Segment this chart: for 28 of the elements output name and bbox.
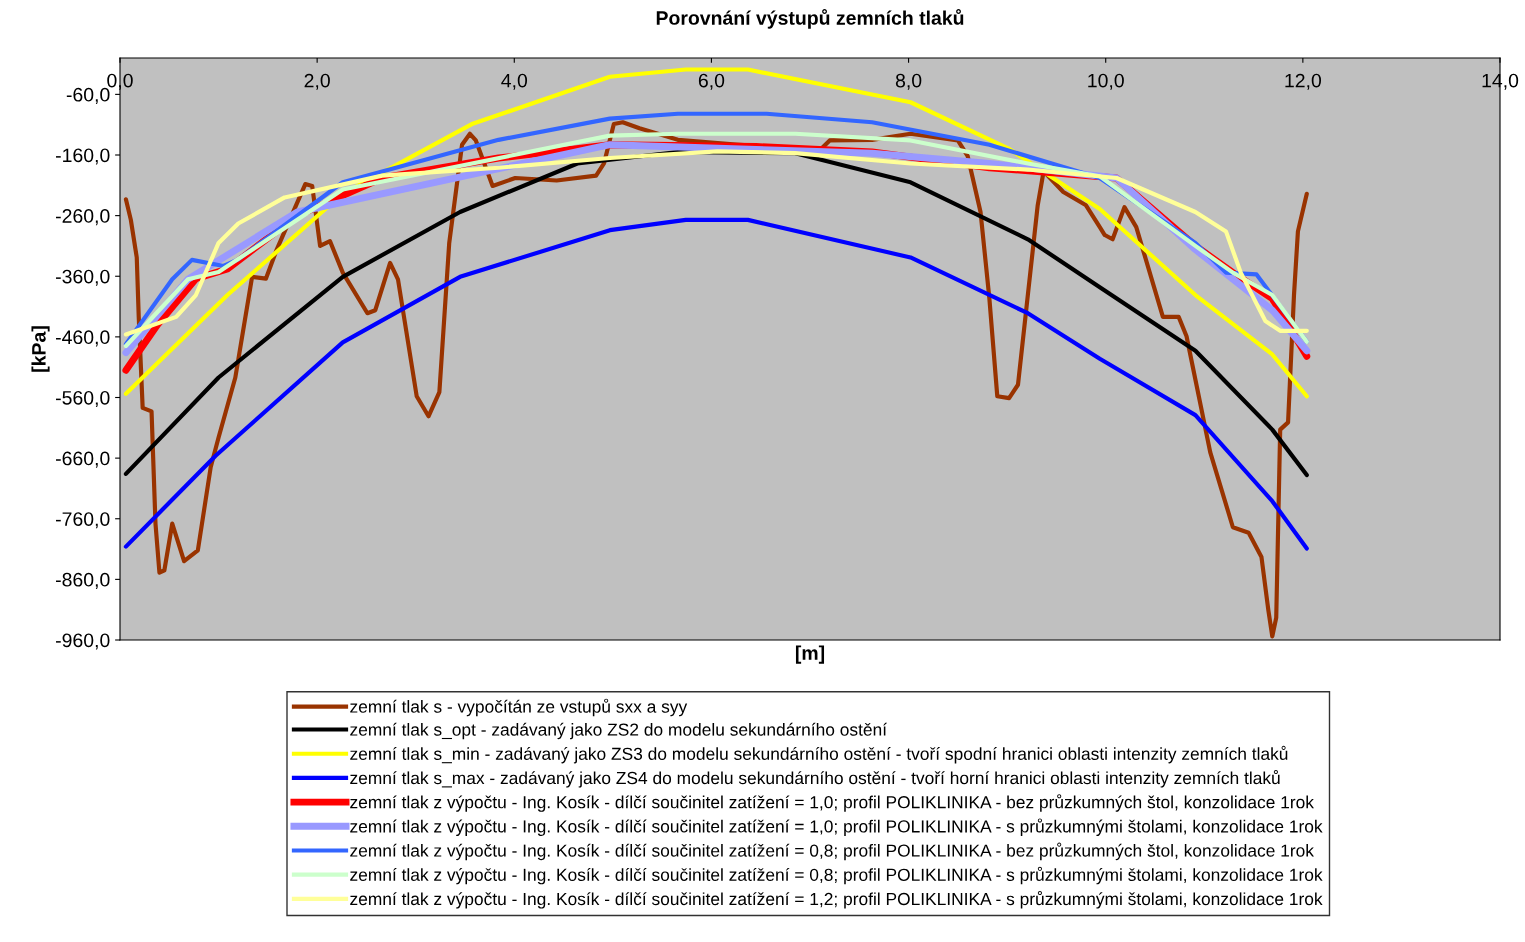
legend-label: zemní tlak z výpočtu - Ing. Kosík - dílčí součinitel zatížení = 0,8; profil POLIKLINIKA - s průzkumnými štolami, konzolidace 1rok <box>350 866 1323 885</box>
x-axis-title: [m] <box>795 645 825 664</box>
x-tick-label: 10,0 <box>1088 73 1124 90</box>
y-tick-label: -660,0 <box>56 451 110 468</box>
legend-label: zemní tlak s_min - zadávaný jako ZS3 do modelu sekundárního ostění - tvoří spodní hranici oblasti intenzity zemních tlaků <box>350 745 1288 764</box>
y-tick-label: -560,0 <box>56 390 110 408</box>
x-tick-label: 4,0 <box>501 73 528 90</box>
y-tick-label: -960,0 <box>56 633 110 650</box>
y-tick-label: -360,0 <box>56 269 110 286</box>
y-tick-label: -260,0 <box>56 209 110 226</box>
legend-label: zemní tlak z výpočtu - Ing. Kosík - dílčí součinitel zatížení = 0,8; profil POLIKLINIKA - bez průzkumných štol, konzolidace 1rok <box>350 842 1314 861</box>
x-tick-label: 12,0 <box>1285 73 1322 90</box>
legend-label: zemní tlak z výpočtu - Ing. Kosík - dílčí součinitel zatížení = 1,2; profil POLIKLINIKA - s průzkumnými štolami, konzolidace 1rok <box>350 890 1323 909</box>
x-tick-label: 8,0 <box>895 73 922 90</box>
x-tick-label: 6,0 <box>698 73 725 90</box>
legend-label: zemní tlak s_opt - zadávaný jako ZS2 do modelu sekundárního ostění <box>350 722 887 740</box>
line-series <box>123 217 1309 551</box>
y-tick-label: -760,0 <box>56 512 110 529</box>
chart-title: Porovnání výstupů zemních tlaků <box>656 9 964 29</box>
y-tick-label: -160,0 <box>56 148 110 165</box>
legend-label: zemní tlak z výpočtu - Ing. Kosík - dílčí součinitel zatížení = 1,0; profil POLIKLINIKA - s průzkumnými štolami, konzolidace 1rok <box>350 818 1323 836</box>
y-tick-label: -460,0 <box>56 330 110 347</box>
y-tick-label: -860,0 <box>56 572 110 589</box>
y-axis-title: [kPa] <box>31 326 50 372</box>
legend-label: zemní tlak s_max - zadávaný jako ZS4 do modelu sekundárního ostění - tvoří horní hranici oblasti intenzity zemních tlaků <box>350 770 1280 788</box>
legend-label: zemní tlak s - vypočítán ze vstupů sxx a syy <box>350 698 688 717</box>
legend-label: zemní tlak z výpočtu - Ing. Kosík - dílčí součinitel zatížení = 1,0; profil POLIKLINIKA - bez průzkumných štol, konzolidace 1rok <box>350 794 1314 812</box>
x-tick-label: 2,0 <box>304 73 330 90</box>
